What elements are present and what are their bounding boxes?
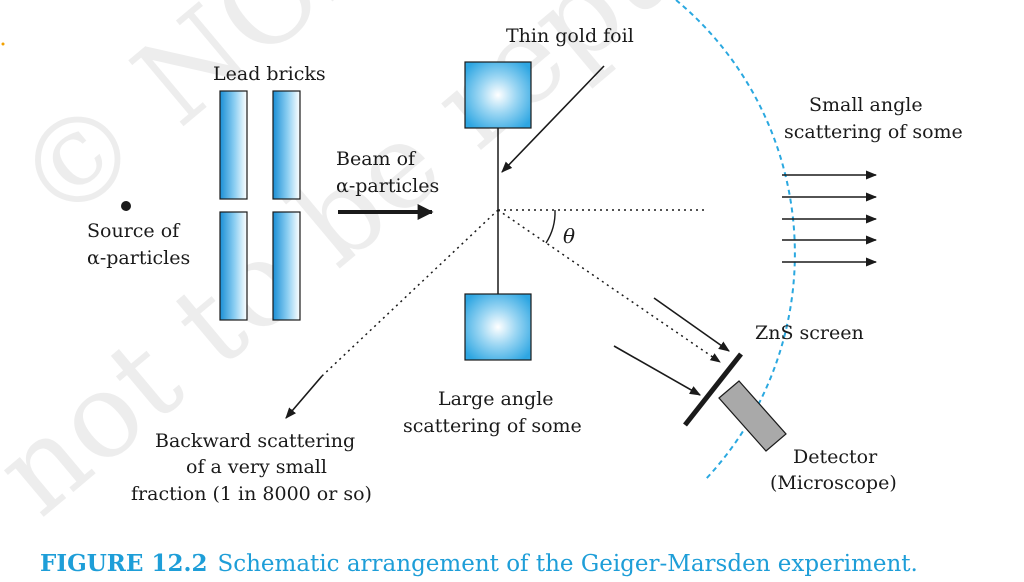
zns-screen [683, 352, 743, 427]
label-beam-line1: Beam of [336, 148, 417, 170]
lead-brick-top-right [272, 90, 301, 200]
label-small-angle-line2: scattering of some [784, 121, 963, 143]
label-source-line2: α-particles [87, 247, 190, 269]
label-backward-line3: fraction (1 in 8000 or so) [131, 483, 372, 505]
label-backward-line1: Backward scattering [155, 430, 355, 452]
label-theta: θ [563, 224, 575, 248]
figure-caption: FIGURE 12.2 Schematic arrangement of the … [40, 550, 918, 577]
corner-mark [1, 42, 5, 46]
lead-brick-top-left [219, 90, 248, 200]
screen-incident-arrow [653, 297, 730, 352]
label-small-angle-line1: Small angle [809, 94, 923, 116]
microscope-detector [718, 380, 787, 452]
foil-holder-bottom [464, 293, 532, 361]
caption-text: Schematic arrangement of the Geiger-Mars… [217, 551, 917, 577]
alpha-source-dot [121, 201, 131, 211]
lead-brick-bottom-left [219, 211, 248, 321]
caption-number: FIGURE 12.2 [40, 550, 207, 577]
backward-scatter-arrow [285, 375, 323, 419]
lead-brick-bottom-right [272, 211, 301, 321]
label-detector-line1: Detector [793, 446, 878, 468]
label-source-line1: Source of [87, 220, 181, 242]
label-zns-screen: ZnS screen [755, 322, 864, 344]
label-beam-line2: α-particles [336, 175, 439, 197]
lead-bricks [219, 90, 301, 321]
gold-foil-assembly [464, 61, 532, 361]
theta-angle-arc [545, 209, 556, 244]
foil-holder-top [464, 61, 532, 129]
label-lead-bricks: Lead bricks [213, 63, 326, 85]
label-gold-foil: Thin gold foil [506, 25, 634, 47]
screen-incident-arrow [613, 345, 701, 396]
label-backward-line2: of a very small [186, 456, 327, 478]
small-angle-arrows [782, 170, 878, 267]
backward-dotted-line [321, 209, 499, 377]
label-large-angle-line2: scattering of some [403, 415, 582, 437]
gold-foil-pointer-arrow [501, 65, 605, 173]
label-large-angle-line1: Large angle [438, 388, 554, 410]
label-detector-line2: (Microscope) [770, 472, 897, 494]
